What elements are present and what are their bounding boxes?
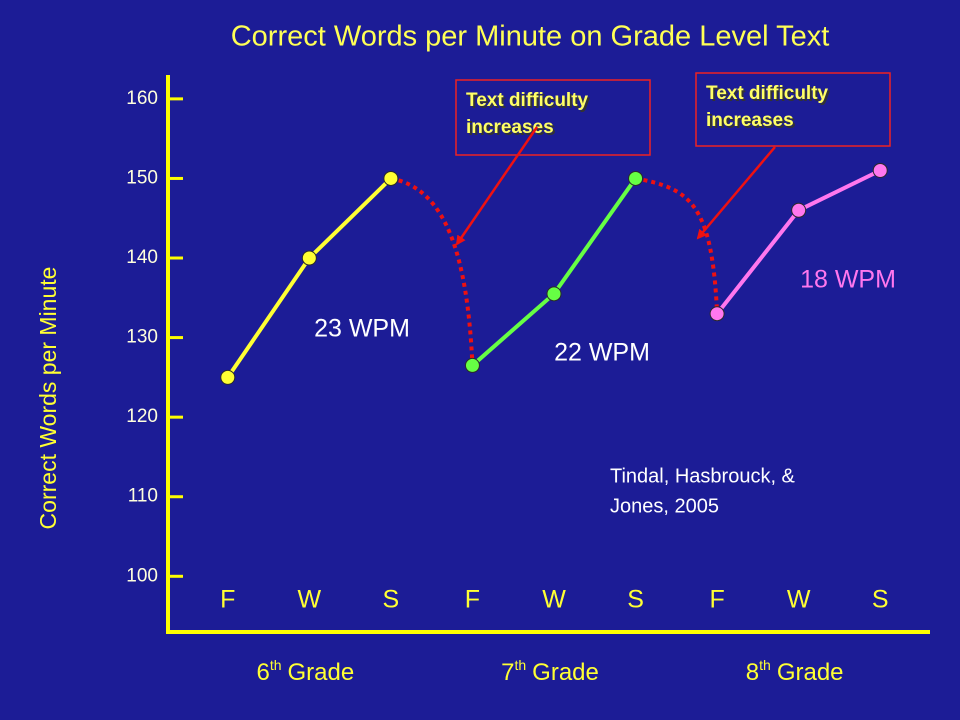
x-tick-label: F <box>709 586 724 614</box>
annotation-text-shadow: increases <box>468 119 556 140</box>
citation: Tindal, Hasbrouck, & <box>610 465 796 487</box>
annotation-text: Text difficulty <box>466 90 589 111</box>
data-point <box>301 250 317 266</box>
data-point <box>464 357 480 373</box>
group-number: 7 <box>501 659 514 686</box>
group-text: Grade <box>532 659 599 686</box>
x-tick-label: S <box>627 586 644 614</box>
group-suffix: th <box>514 657 526 673</box>
annotation-text-shadow: Text difficulty <box>708 85 831 106</box>
x-tick-label: F <box>220 586 235 614</box>
x-tick-label: W <box>542 586 566 614</box>
transition-curve <box>390 176 475 366</box>
annotation-text: increases <box>706 110 794 131</box>
data-point <box>709 306 725 322</box>
y-tick-label: 120 <box>126 406 158 427</box>
x-tick-label: F <box>465 586 480 614</box>
chart-title: Correct Words per Minute on Grade Level … <box>231 21 830 53</box>
gain-label: 22 WPM <box>554 339 650 367</box>
y-tick-label: 150 <box>126 167 158 188</box>
group-suffix: th <box>270 657 282 673</box>
data-point <box>872 162 888 178</box>
annotation-arrow <box>455 126 539 246</box>
x-tick-label: S <box>872 586 889 614</box>
group-number: 6 <box>256 659 269 686</box>
x-tick-label: S <box>383 586 400 614</box>
annotation-box <box>695 72 891 147</box>
annotation-text-shadow: increases <box>708 112 796 133</box>
x-tick-label: W <box>298 586 322 614</box>
data-point <box>220 369 236 385</box>
data-point <box>546 286 562 302</box>
group-text: Grade <box>777 659 844 686</box>
data-point <box>383 170 399 186</box>
group-suffix: th <box>759 657 771 673</box>
annotation-text: increases <box>466 117 554 138</box>
y-tick-label: 100 <box>126 565 158 586</box>
annotation-text-shadow: Text difficulty <box>468 92 591 113</box>
x-tick-label: W <box>787 586 811 614</box>
y-tick-label: 160 <box>126 88 158 109</box>
citation: Jones, 2005 <box>610 495 719 517</box>
group-label: 6th Grade <box>256 657 354 687</box>
gain-label: 23 WPM <box>314 315 410 343</box>
y-axis-label: Correct Words per Minute <box>35 267 61 530</box>
data-point <box>628 170 644 186</box>
transition-curve <box>635 176 720 314</box>
annotation-text: Text difficulty <box>706 83 829 104</box>
annotation-box <box>455 79 651 156</box>
gain-label: 18 WPM <box>800 266 896 294</box>
y-tick-label: 110 <box>128 486 158 507</box>
group-text: Grade <box>288 659 355 686</box>
group-label: 8th Grade <box>746 657 844 687</box>
group-number: 8 <box>746 659 759 686</box>
y-tick-label: 140 <box>126 247 158 268</box>
y-tick-label: 130 <box>126 327 158 348</box>
data-point <box>791 202 807 218</box>
group-label: 7th Grade <box>501 657 599 687</box>
annotation-arrow <box>696 146 776 240</box>
